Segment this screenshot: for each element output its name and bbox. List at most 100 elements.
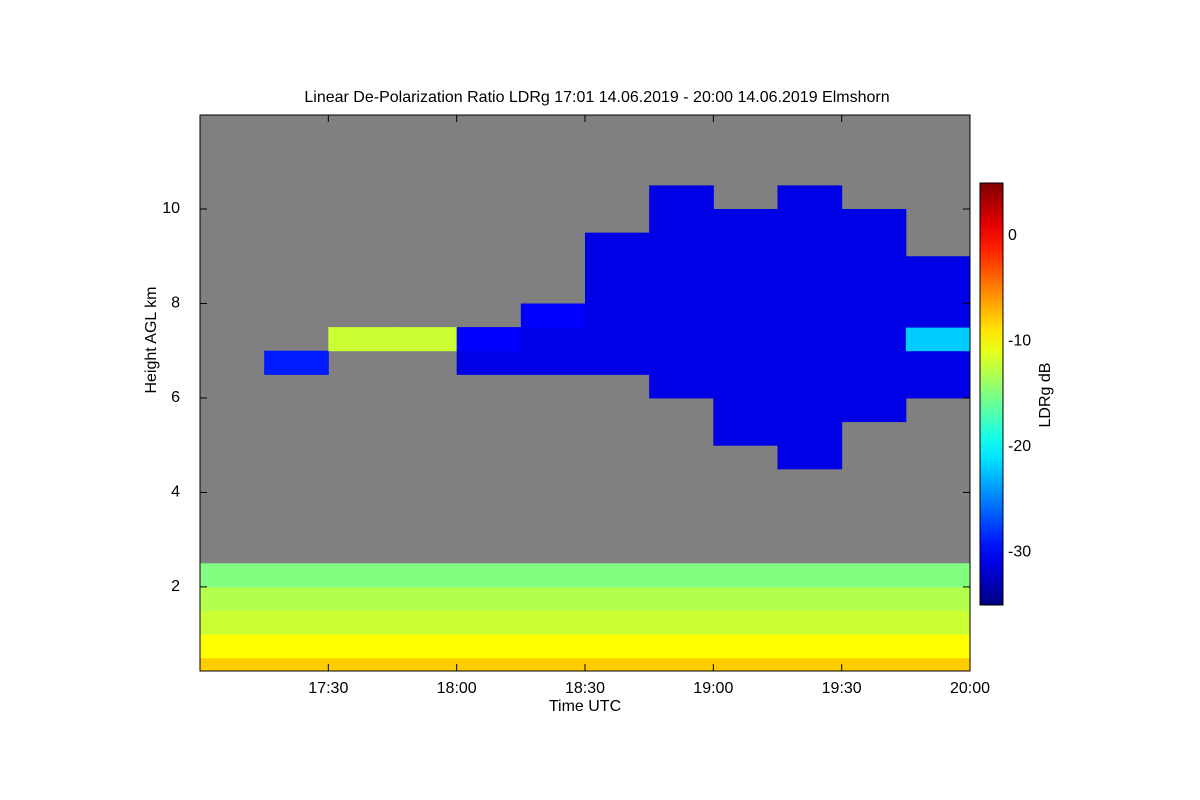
heatmap-cell (713, 374, 778, 399)
heatmap-cell (841, 634, 907, 659)
heatmap-cell (585, 303, 650, 328)
heatmap-cell (649, 279, 714, 304)
heatmap-cell (264, 657, 329, 671)
heatmap-cell (905, 303, 970, 328)
heatmap-cell (649, 209, 714, 234)
heatmap-cell (841, 279, 907, 304)
x-tick-label: 18:30 (565, 680, 605, 697)
heatmap-cell (456, 327, 522, 352)
heatmap-cell (585, 232, 650, 257)
heatmap-cell (585, 610, 650, 635)
heatmap-cell (520, 634, 586, 659)
heatmap-cell (649, 327, 714, 352)
heatmap-cell (264, 563, 329, 588)
heatmap-cell (905, 256, 970, 281)
heatmap-cell (777, 279, 843, 304)
heatmap-cell (392, 610, 458, 635)
heatmap-cell (649, 634, 714, 659)
x-tick-label: 19:30 (822, 680, 862, 697)
heatmap-cell (905, 327, 970, 352)
heatmap-cell (520, 303, 586, 328)
heatmap-cell (841, 586, 907, 612)
heatmap-cell (905, 610, 970, 635)
heatmap-cell (585, 327, 650, 352)
heatmap-cell (713, 586, 778, 612)
x-tick-label: 18:00 (437, 680, 477, 697)
heatmap-cell (328, 634, 393, 659)
heatmap-cell (649, 610, 714, 635)
heatmap-cells (200, 185, 970, 671)
heatmap-cell (520, 657, 586, 671)
heatmap-cell (520, 327, 586, 352)
y-tick-label: 4 (171, 484, 180, 501)
colorbar-label: LDRg dB (1037, 363, 1054, 428)
heatmap-cell (713, 657, 778, 671)
heatmap-cell (841, 232, 907, 257)
heatmap-cell (585, 350, 650, 375)
x-axis-label: Time UTC (549, 698, 621, 715)
heatmap-cell (520, 610, 586, 635)
heatmap-cell (841, 563, 907, 588)
heatmap-cell (328, 586, 393, 612)
heatmap-cell (456, 586, 522, 612)
colorbar-tick-label: -20 (1008, 438, 1031, 455)
heatmap-cell (649, 657, 714, 671)
heatmap-cell (392, 586, 458, 612)
heatmap-cell (905, 563, 970, 588)
heatmap-cell (328, 657, 393, 671)
heatmap-cell (713, 634, 778, 659)
heatmap-cell (585, 279, 650, 304)
heatmap-cell (777, 563, 843, 588)
heatmap-cell (456, 657, 522, 671)
heatmap-cell (520, 586, 586, 612)
heatmap-cell (392, 327, 458, 352)
x-tick-label: 17:30 (308, 680, 348, 697)
heatmap-cell (841, 397, 907, 423)
heatmap-cell (777, 327, 843, 352)
x-tick-label: 20:00 (950, 680, 990, 697)
heatmap-cell (200, 563, 265, 588)
heatmap-cell (585, 586, 650, 612)
heatmap-cell (713, 610, 778, 635)
axes: 17:30 18:00 18:30 19:00 19:30 20:00 2 4 6 8 10 0 -10… (162, 115, 1031, 697)
heatmap-cell (777, 634, 843, 659)
heatmap-cell (328, 610, 393, 635)
heatmap-cell (456, 610, 522, 635)
heatmap-cell (905, 586, 970, 612)
colorbar-tick-label: -30 (1008, 543, 1031, 560)
heatmap-cell (649, 350, 714, 375)
heatmap-cell (585, 657, 650, 671)
heatmap-cell (841, 303, 907, 328)
heatmap-cell (520, 350, 586, 375)
y-tick-label: 8 (171, 295, 180, 312)
heatmap-cell (713, 563, 778, 588)
heatmap-cell (777, 209, 843, 234)
heatmap-cell (456, 634, 522, 659)
heatmap-cell (777, 374, 843, 399)
heatmap-cell (264, 610, 329, 635)
heatmap-cell (777, 657, 843, 671)
heatmap-cell (200, 586, 265, 612)
heatmap-cell (392, 657, 458, 671)
heatmap-cell (777, 303, 843, 328)
heatmap-cell (905, 657, 970, 671)
heatmap-cell (841, 209, 907, 234)
y-axis-label: Height AGL km (143, 286, 160, 393)
heatmap-cell (649, 256, 714, 281)
y-tick-label: 2 (171, 578, 180, 595)
colorbar-tick-label: 0 (1008, 227, 1017, 244)
heatmap-cell (777, 586, 843, 612)
colorbar-tick-label: -10 (1008, 332, 1031, 349)
heatmap-cell (777, 350, 843, 375)
heatmap-cell (585, 563, 650, 588)
heatmap-cell (841, 256, 907, 281)
heatmap-cell (905, 279, 970, 304)
heatmap-cell (585, 256, 650, 281)
heatmap-cell (713, 350, 778, 375)
heatmap-cell (649, 374, 714, 399)
heatmap-cell (777, 232, 843, 257)
heatmap-cell (649, 586, 714, 612)
heatmap-cell (713, 209, 778, 234)
plot-frame (199, 114, 971, 672)
